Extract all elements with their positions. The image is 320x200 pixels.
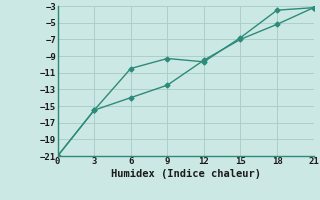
- X-axis label: Humidex (Indice chaleur): Humidex (Indice chaleur): [111, 169, 260, 179]
